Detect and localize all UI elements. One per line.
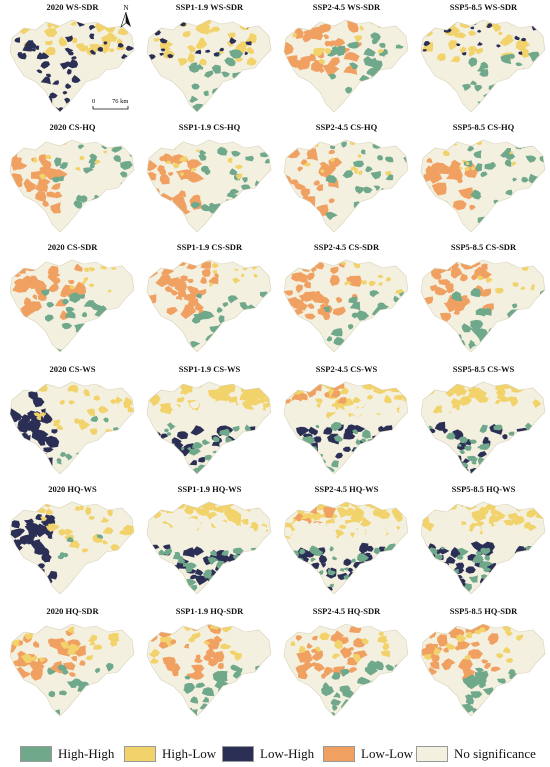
lisa-cluster-map (9, 19, 135, 113)
legend-swatch (124, 746, 156, 762)
legend-label: High-Low (162, 746, 217, 761)
map-panel: SSP2-4.5 HQ-SDR (278, 604, 415, 722)
map-grid: 2020 WS-SDR N 0 76 km SSP1-1.9 WS-SDR SSP2-4.… (4, 0, 550, 722)
map-panel: SSP5-8.5 CS-WS (415, 362, 550, 480)
map-panel: SSP5-8.5 HQ-WS (415, 482, 550, 600)
map-title: 2020 CS-WS (49, 364, 96, 374)
map-title: SSP1-1.9 CS-SDR (176, 242, 243, 252)
map-title: SSP2-4.5 CS-WS (315, 364, 378, 374)
map-panel: SSP5-8.5 WS-SDR (415, 0, 550, 118)
scale-bar: 0 76 km (90, 96, 134, 114)
map-title: SSP5-8.5 HQ-SDR (449, 606, 518, 616)
map-title: 2020 CS-HQ (49, 122, 96, 132)
legend-item-low-low: Low-Low (323, 746, 413, 762)
map-panel: SSP1-1.9 WS-SDR (141, 0, 278, 118)
map-title: SSP1-1.9 WS-SDR (175, 2, 244, 12)
map-title: SSP5-8.5 CS-HQ (452, 122, 515, 132)
map-title: SSP2-4.5 CS-SDR (313, 242, 380, 252)
lisa-cluster-map (283, 139, 409, 233)
map-panel: 2020 CS-HQ (4, 120, 141, 238)
lisa-cluster-map (283, 623, 409, 717)
lisa-cluster-map (283, 501, 409, 595)
map-panel: SSP1-1.9 HQ-SDR (141, 604, 278, 722)
map-title: SSP5-8.5 CS-SDR (450, 242, 517, 252)
legend-label: Low-Low (361, 746, 413, 761)
scale-zero: 0 (92, 98, 95, 105)
map-panel: SSP2-4.5 CS-HQ (278, 120, 415, 238)
lisa-cluster-map (283, 381, 409, 475)
legend-swatch (222, 746, 254, 762)
map-title: SSP1-1.9 CS-HQ (178, 122, 241, 132)
map-panel: SSP1-1.9 CS-HQ (141, 120, 278, 238)
map-panel: SSP1-1.9 HQ-WS (141, 482, 278, 600)
map-panel: SSP2-4.5 WS-SDR (278, 0, 415, 118)
map-panel: 2020 HQ-SDR (4, 604, 141, 722)
legend-item-high-high: High-High (20, 746, 114, 762)
lisa-cluster-map (283, 259, 409, 353)
map-panel: SSP2-4.5 HQ-WS (278, 482, 415, 600)
map-panel: SSP5-8.5 HQ-SDR (415, 604, 550, 722)
lisa-cluster-map (146, 381, 272, 475)
map-title: 2020 HQ-WS (48, 484, 97, 494)
lisa-cluster-map (146, 139, 272, 233)
map-panel: SSP2-4.5 CS-WS (278, 362, 415, 480)
map-panel: SSP2-4.5 CS-SDR (278, 240, 415, 358)
map-panel: 2020 CS-SDR (4, 240, 141, 358)
legend-item-high-low: High-Low (124, 746, 216, 762)
map-panel: SSP5-8.5 CS-HQ (415, 120, 550, 238)
map-panel: SSP5-8.5 CS-SDR (415, 240, 550, 358)
map-title: SSP5-8.5 CS-WS (452, 364, 515, 374)
lisa-cluster-map (146, 19, 272, 113)
lisa-cluster-map (9, 623, 135, 717)
lisa-cluster-map (9, 501, 135, 595)
map-title: SSP5-8.5 HQ-WS (451, 484, 516, 494)
legend-swatch (416, 746, 448, 762)
map-title: 2020 WS-SDR (46, 2, 99, 12)
lisa-cluster-map (9, 259, 135, 353)
legend-item-no-significance: No significance (416, 746, 536, 762)
lisa-cluster-map (146, 623, 272, 717)
legend: High-High High-Low Low-High Low-Low No s… (0, 742, 550, 764)
map-title: SSP1-1.9 CS-WS (178, 364, 241, 374)
north-arrow-icon: N (119, 3, 133, 29)
map-title: SSP1-1.9 HQ-SDR (175, 606, 244, 616)
lisa-cluster-map (420, 623, 546, 717)
map-title: SSP2-4.5 HQ-SDR (312, 606, 381, 616)
legend-label: Low-High (260, 746, 315, 761)
map-title: 2020 CS-SDR (47, 242, 98, 252)
lisa-cluster-map (420, 259, 546, 353)
scale-distance: 76 km (112, 98, 128, 105)
map-panel: SSP1-1.9 CS-WS (141, 362, 278, 480)
north-label: N (123, 4, 128, 12)
map-title: SSP2-4.5 WS-SDR (312, 2, 381, 12)
legend-label: High-High (58, 746, 115, 761)
lisa-cluster-map (420, 501, 546, 595)
map-title: SSP5-8.5 WS-SDR (449, 2, 518, 12)
map-title: SSP1-1.9 HQ-WS (177, 484, 242, 494)
lisa-cluster-map (420, 381, 546, 475)
legend-swatch (323, 746, 355, 762)
lisa-cluster-map (283, 19, 409, 113)
lisa-cluster-map (146, 501, 272, 595)
lisa-cluster-map (9, 381, 135, 475)
map-panel: 2020 HQ-WS (4, 482, 141, 600)
map-panel: SSP1-1.9 CS-SDR (141, 240, 278, 358)
lisa-cluster-map (420, 19, 546, 113)
legend-item-low-high: Low-High (222, 746, 314, 762)
legend-swatch (20, 746, 52, 762)
map-title: SSP2-4.5 CS-HQ (315, 122, 378, 132)
map-title: 2020 HQ-SDR (46, 606, 99, 616)
lisa-cluster-map (146, 259, 272, 353)
lisa-cluster-map (9, 139, 135, 233)
legend-label: No significance (454, 746, 536, 761)
lisa-cluster-map (420, 139, 546, 233)
map-panel: 2020 CS-WS (4, 362, 141, 480)
map-panel: 2020 WS-SDR N 0 76 km (4, 0, 141, 118)
map-title: SSP2-4.5 HQ-WS (314, 484, 379, 494)
